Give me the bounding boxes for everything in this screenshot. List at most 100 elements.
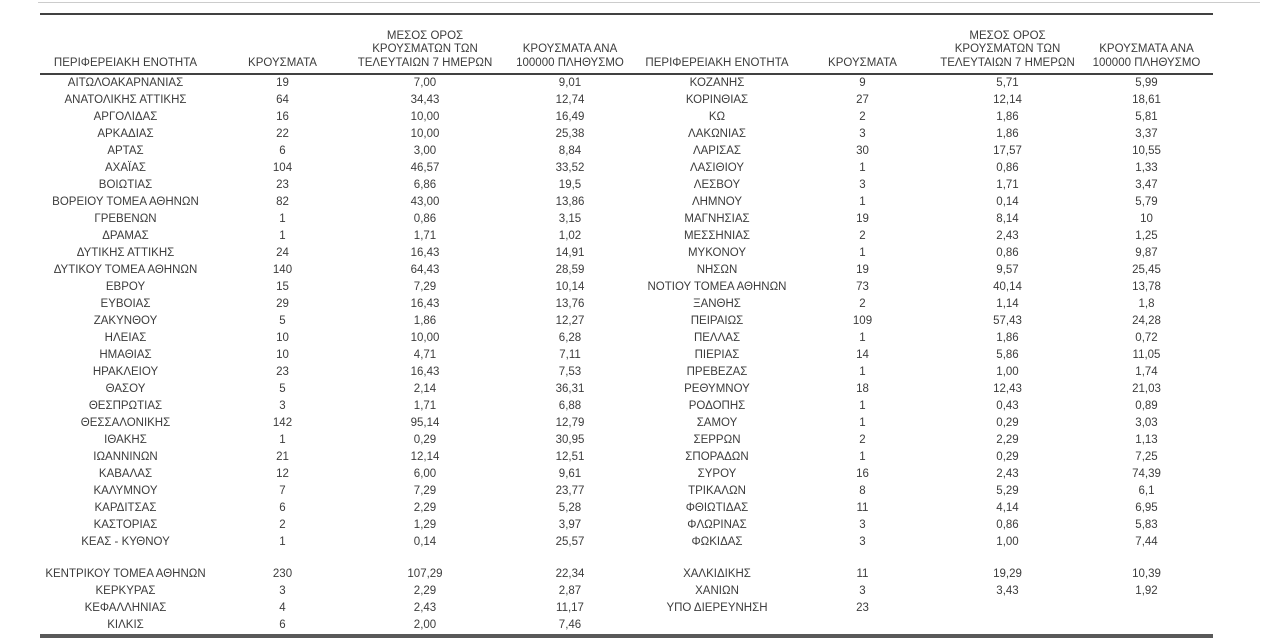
region-cell: ΑΙΤΩΛΟΑΚΑΡΝΑΝΙΑΣ xyxy=(67,77,184,89)
cases-cell: 5 xyxy=(279,383,286,395)
avg7-cell: 1,29 xyxy=(413,519,437,531)
table-row: ΚΑΒΑΛΑΣ 12 6,00 9,61 ΣΥΡΟΥ 16 2,43 74,39 xyxy=(40,466,1213,483)
avg7-cell: 5,29 xyxy=(996,485,1019,497)
table-row: ΚΙΛΚΙΣ 6 2,00 7,46 xyxy=(40,617,1213,636)
cases-cell: 3 xyxy=(859,585,866,597)
cases-cell: 73 xyxy=(856,281,869,293)
avg7-cell: 0,29 xyxy=(413,434,437,446)
header-avg7-left: ΜΕΣΟΣ ΟΡΟΣ ΚΡΟΥΣΜΑΤΩΝ ΤΩΝ ΤΕΛΕΥΤΑΙΩΝ 7 Η… xyxy=(354,14,496,75)
cases-cell: 2 xyxy=(859,230,866,242)
cases-cell: 1 xyxy=(859,400,866,412)
region-cell: ΗΡΑΚΛΕΙΟΥ xyxy=(92,366,159,378)
region-cell: ΜΕΣΣΗΝΙΑΣ xyxy=(683,230,751,242)
avg7-cell: 8,14 xyxy=(996,213,1019,225)
table-row: ΗΜΑΘΙΑΣ 10 4,71 7,11 ΠΙΕΡΙΑΣ 14 5,86 11,05 xyxy=(40,347,1213,364)
per100k-cell xyxy=(1080,600,1213,617)
table-header-row: ΠΕΡΙΦΕΡΕΙΑΚΗ ΕΝΟΤΗΤΑ ΚΡΟΥΣΜΑΤΑ ΜΕΣΟΣ ΟΡΟ… xyxy=(40,14,1213,75)
table-row: ΙΘΑΚΗΣ 1 0,29 30,95 ΣΕΡΡΩΝ 2 2,29 1,13 xyxy=(40,432,1213,449)
cases-cell: 3 xyxy=(859,128,866,140)
avg7-cell: 0,43 xyxy=(996,400,1019,412)
cases-cell: 10 xyxy=(276,349,289,361)
cases-cell: 3 xyxy=(279,400,286,412)
region-cell: ΚΟΡΙΝΘΙΑΣ xyxy=(685,94,749,106)
avg7-cell: 17,57 xyxy=(993,145,1022,157)
region-cell: ΠΕΛΛΑΣ xyxy=(693,332,741,344)
cases-cell: 6 xyxy=(279,145,286,157)
per100k-cell: 1,92 xyxy=(1135,585,1158,597)
avg7-cell: 12,14 xyxy=(410,451,440,463)
region-cell xyxy=(644,617,790,636)
region-cell: ΘΕΣΣΑΛΟΝΙΚΗΣ xyxy=(80,417,171,429)
avg7-cell: 4,14 xyxy=(996,502,1019,514)
region-cell: ΡΕΘΥΜΝΟΥ xyxy=(684,383,750,395)
cases-cell: 1 xyxy=(279,536,286,548)
avg7-cell: 107,29 xyxy=(407,568,443,580)
table-row: ΗΛΕΙΑΣ 10 10,00 6,28 ΠΕΛΛΑΣ 1 1,86 0,72 xyxy=(40,330,1213,347)
cases-cell: 2 xyxy=(279,519,286,531)
region-cell: ΑΡΓΟΛΙΔΑΣ xyxy=(93,111,158,123)
avg7-cell: 2,29 xyxy=(413,585,437,597)
region-cell: ΔΥΤΙΚΗΣ ΑΤΤΙΚΗΣ xyxy=(76,247,175,259)
region-cell: ΣΠΟΡΑΔΩΝ xyxy=(685,451,749,463)
cases-cell: 15 xyxy=(276,281,289,293)
cases-cell: 82 xyxy=(276,196,289,208)
cases-cell: 230 xyxy=(272,568,293,580)
per100k-cell: 3,03 xyxy=(1135,417,1158,429)
per100k-cell: 24,28 xyxy=(1132,315,1161,327)
cases-cell: 4 xyxy=(279,602,286,614)
avg7-cell: 2,29 xyxy=(996,434,1019,446)
cases-cell: 1 xyxy=(859,451,866,463)
per100k-cell: 7,11 xyxy=(559,349,581,361)
avg7-cell: 2,29 xyxy=(413,502,437,514)
per100k-cell: 7,46 xyxy=(558,619,582,631)
per100k-cell: 13,78 xyxy=(1132,281,1161,293)
table-row: ΚΕΝΤΡΙΚΟΥ ΤΟΜΕΑ ΑΘΗΝΩΝ 230 107,29 22,34 ΧΑΛΚ… xyxy=(40,566,1213,583)
region-cell: ΠΕΙΡΑΙΩΣ xyxy=(690,315,744,327)
avg7-cell: 0,86 xyxy=(996,519,1019,531)
table-row: ΔΡΑΜΑΣ 1 1,71 1,02 ΜΕΣΣΗΝΙΑΣ 2 2,43 1,25 xyxy=(40,228,1213,245)
region-cell: ΝΗΣΩΝ xyxy=(696,264,738,276)
cases-cell: 12 xyxy=(276,468,289,480)
table-row: ΚΑΡΔΙΤΣΑΣ 6 2,29 5,28 ΦΘΙΩΤΙΔΑΣ 11 4,14 6,95 xyxy=(40,500,1213,517)
region-cell: ΘΑΣΟΥ xyxy=(105,383,146,395)
per100k-cell: 11,17 xyxy=(556,602,584,614)
cases-cell: 21 xyxy=(276,451,289,463)
table-row: ΑΝΑΤΟΛΙΚΗΣ ΑΤΤΙΚΗΣ 64 34,43 12,74 ΚΟΡΙΝΘΙΑΣ 2… xyxy=(40,92,1213,109)
region-cell: ΣΥΡΟΥ xyxy=(697,468,737,480)
region-cell: ΞΑΝΘΗΣ xyxy=(693,298,741,310)
per100k-cell: 7,53 xyxy=(558,366,582,378)
region-cell: ΑΡΚΑΔΙΑΣ xyxy=(97,128,154,140)
avg7-cell: 40,14 xyxy=(993,281,1022,293)
region-cell: ΔΥΤΙΚΟΥ ΤΟΜΕΑ ΑΘΗΝΩΝ xyxy=(53,264,198,276)
per100k-cell: 11,05 xyxy=(1132,349,1161,361)
region-cell: ΜΥΚΟΝΟΥ xyxy=(687,247,747,259)
per100k-cell xyxy=(1080,617,1213,636)
per100k-cell: 6,28 xyxy=(558,332,582,344)
cases-cell: 10 xyxy=(276,332,289,344)
region-cell: ΕΥΒΟΙΑΣ xyxy=(100,298,151,310)
cases-cell xyxy=(790,617,935,636)
avg7-cell: 0,29 xyxy=(996,451,1019,463)
avg7-cell: 0,86 xyxy=(996,247,1019,259)
cases-cell: 1 xyxy=(859,417,866,429)
region-cell: ΘΕΣΠΡΩΤΙΑΣ xyxy=(88,400,163,412)
per100k-cell: 3,97 xyxy=(558,519,582,531)
avg7-cell: 2,00 xyxy=(413,619,437,631)
header-region-left: ΠΕΡΙΦΕΡΕΙΑΚΗ ΕΝΟΤΗΤΑ xyxy=(40,14,211,75)
avg7-cell xyxy=(935,617,1080,636)
per100k-cell: 13,86 xyxy=(555,196,585,208)
cases-cell: 1 xyxy=(859,366,866,378)
cases-cell: 1 xyxy=(859,247,866,259)
table-row: ΗΡΑΚΛΕΙΟΥ 23 16,43 7,53 ΠΡΕΒΕΖΑΣ 1 1,00 1,74 xyxy=(40,364,1213,381)
per100k-cell: 33,52 xyxy=(555,162,585,174)
region-cell: ΜΑΓΝΗΣΙΑΣ xyxy=(684,213,750,225)
avg7-cell: 57,43 xyxy=(993,315,1022,327)
avg7-cell: 1,00 xyxy=(996,536,1019,548)
cases-cell: 109 xyxy=(852,315,873,327)
avg7-cell: 7,00 xyxy=(413,77,437,89)
region-cell: ΙΩΑΝΝΙΝΩΝ xyxy=(93,451,158,463)
header-cases-left: ΚΡΟΥΣΜΑΤΑ xyxy=(211,14,354,75)
per100k-cell: 13,76 xyxy=(555,298,585,310)
region-cell: ΚΑΡΔΙΤΣΑΣ xyxy=(94,502,157,514)
